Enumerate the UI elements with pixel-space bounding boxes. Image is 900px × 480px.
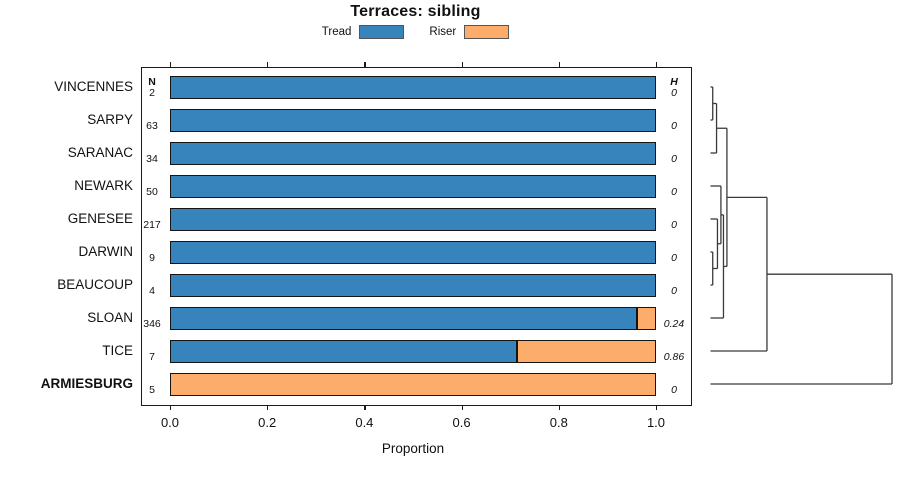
bar-segment-tread <box>170 273 656 297</box>
x-axis-tick-bottom <box>461 404 463 410</box>
h-value: 0 <box>671 218 677 231</box>
chart-title: Terraces: sibling <box>350 3 481 20</box>
row-label: BEAUCOUP <box>57 277 133 292</box>
x-axis-tick-top <box>656 62 658 67</box>
n-value: 50 <box>146 185 158 198</box>
row-label: SLOAN <box>87 310 133 325</box>
x-tick-label: 0.2 <box>258 415 277 430</box>
h-value: 0 <box>671 152 677 165</box>
n-value: 217 <box>143 218 161 231</box>
x-axis-label: Proportion <box>381 441 445 456</box>
h-value: 0.24 <box>663 317 685 330</box>
bar-segment-tread <box>170 207 656 231</box>
stacked-bar <box>170 75 656 99</box>
row-label: VINCENNES <box>54 79 133 94</box>
stacked-bar <box>170 372 656 396</box>
row-label: ARMIESBURG <box>40 376 133 391</box>
x-tick-label: 0.4 <box>355 415 374 430</box>
h-value: 0 <box>671 383 677 396</box>
x-axis-tick-bottom <box>170 404 172 410</box>
x-axis-tick-top <box>364 62 366 67</box>
h-value: 0 <box>671 284 677 297</box>
legend-swatch-riser <box>464 25 510 39</box>
bar-segment-tread <box>170 240 656 264</box>
h-value: 0 <box>671 86 677 99</box>
x-axis-tick-top <box>558 62 560 67</box>
bar-segment-tread <box>170 108 656 132</box>
row-label: NEWARK <box>74 178 133 193</box>
row-label: SARANAC <box>67 145 133 160</box>
row-label: DARWIN <box>78 244 133 259</box>
legend-swatch-tread <box>359 25 405 39</box>
x-axis-tick-bottom <box>364 404 366 410</box>
bar-segment-tread <box>170 174 656 198</box>
stacked-bar <box>170 141 656 165</box>
legend-item-tread: Tread <box>322 25 405 39</box>
legend-label-riser: Riser <box>429 26 457 38</box>
h-value: 0 <box>671 251 677 264</box>
x-axis-tick-top <box>170 62 172 67</box>
h-value: 0 <box>671 119 677 132</box>
n-value: 63 <box>146 119 158 132</box>
bar-segment-tread <box>170 141 656 165</box>
bar-segment-tread <box>170 306 637 330</box>
bar-segment-tread <box>170 339 517 363</box>
x-axis-tick-bottom <box>558 404 560 410</box>
stacked-bar <box>170 240 656 264</box>
x-axis-tick-top <box>461 62 463 67</box>
x-axis-tick-bottom <box>656 404 658 410</box>
stacked-bar <box>170 339 656 363</box>
legend-label-tread: Tread <box>321 26 352 38</box>
n-value: 2 <box>149 86 155 99</box>
x-tick-label: 0.0 <box>160 415 180 430</box>
x-tick-label: 1.0 <box>646 415 666 430</box>
n-value: 9 <box>149 251 155 264</box>
stacked-bar <box>170 306 656 330</box>
bar-segment-riser <box>170 372 656 396</box>
h-column-header: H <box>670 75 678 88</box>
row-label: TICE <box>102 343 133 358</box>
stacked-bar <box>170 273 656 297</box>
legend: Tread Riser <box>141 25 690 39</box>
row-label: GENESEE <box>67 211 133 226</box>
n-value: 346 <box>143 317 161 330</box>
n-value: 4 <box>149 284 155 297</box>
n-value: 34 <box>146 152 158 165</box>
h-value: 0 <box>671 185 677 198</box>
row-label: SARPY <box>87 112 133 127</box>
n-value: 7 <box>149 350 155 363</box>
bar-segment-tread <box>170 75 656 99</box>
x-tick-label: 0.6 <box>452 415 471 430</box>
x-tick-label: 0.8 <box>549 415 568 430</box>
stacked-bar <box>170 108 656 132</box>
bar-segment-riser <box>517 339 656 363</box>
h-value: 0.86 <box>663 350 685 363</box>
x-axis-tick-bottom <box>267 404 269 410</box>
n-column-header: N <box>148 75 156 88</box>
plot-panel <box>141 67 692 406</box>
x-axis-tick-top <box>267 62 269 67</box>
legend-item-riser: Riser <box>429 25 510 39</box>
bar-segment-riser <box>636 306 656 330</box>
stacked-bar <box>170 207 656 231</box>
stacked-bar <box>170 174 656 198</box>
n-value: 5 <box>149 383 155 396</box>
